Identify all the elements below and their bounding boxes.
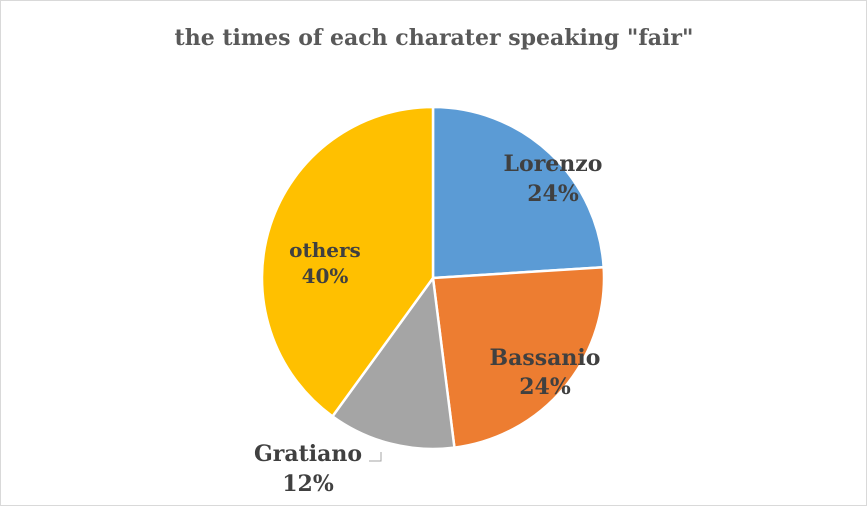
pie-slices <box>260 105 606 451</box>
slice-percent-lorenzo: 24% <box>527 181 579 207</box>
pie-slice-others <box>260 105 435 419</box>
pie-labels: Lorenzo 24% Bassanio 24% Gratiano 12% others40… <box>254 151 602 497</box>
slice-label-gratiano: Gratiano <box>254 441 362 467</box>
pie-slice-lorenzo <box>431 105 605 280</box>
slice-label-others: others <box>289 238 361 262</box>
pie-slice-bassanio <box>431 265 606 450</box>
slice-percent-others: 40% <box>302 264 349 288</box>
slice-label-bassanio: Bassanio <box>490 345 601 371</box>
leader-line-gratiano <box>369 452 382 462</box>
slice-percent-bassanio: 24% <box>519 374 571 400</box>
slice-percent-gratiano: 12% <box>282 471 334 497</box>
pie-slice-gratiano <box>330 274 456 451</box>
chart-title: the times of each charater speaking "fai… <box>175 25 694 51</box>
slice-label-lorenzo: Lorenzo <box>504 151 603 177</box>
